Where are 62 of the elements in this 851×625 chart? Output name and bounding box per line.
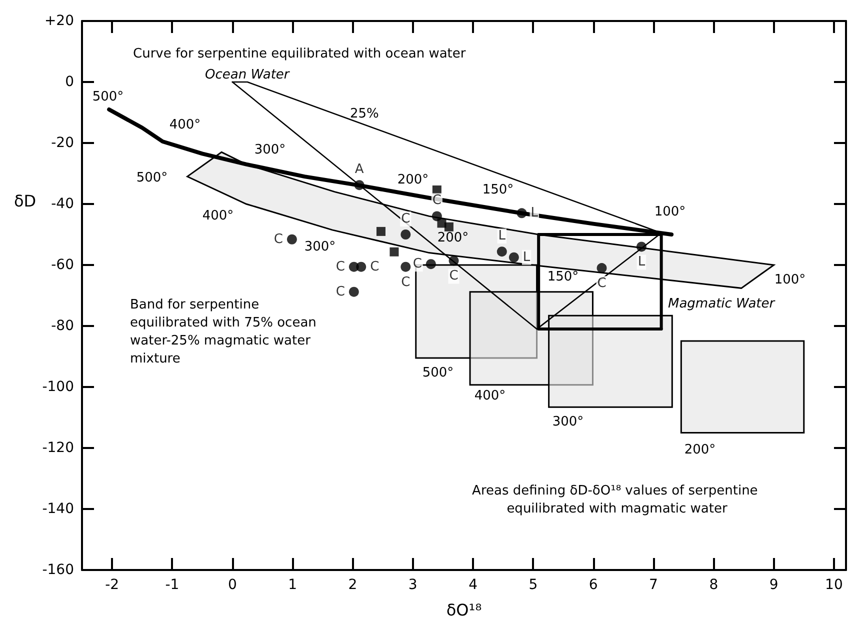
annotation: 200°: [437, 230, 469, 246]
data-label: C: [336, 259, 345, 274]
x-tick-label: 2: [348, 577, 358, 593]
x-tick-label: 10: [825, 577, 843, 593]
data-label: C: [432, 193, 442, 208]
annotation: Band for serpentine equilibrated with 75% ocean water-25% magmatic water mixture: [130, 298, 321, 366]
y-tick-label: 0: [65, 74, 74, 90]
y-tick-label: -120: [42, 440, 74, 456]
annotation: 100°: [774, 272, 806, 288]
y-tick-label: -140: [42, 501, 74, 517]
x-tick-label: 7: [649, 577, 658, 593]
y-tick-label: -60: [51, 257, 74, 273]
annotation: 300°: [254, 142, 286, 158]
y-tick-label: +20: [44, 13, 74, 29]
annotation: Curve for serpentine equilibrated with ocean water: [133, 46, 466, 62]
x-tick-label: 3: [408, 577, 418, 593]
data-label: A: [354, 162, 364, 178]
data-label: C: [597, 276, 606, 292]
data-label: L: [522, 250, 531, 265]
x-tick-label: 6: [588, 577, 598, 593]
data-label: L: [638, 254, 646, 270]
x-tick-label: 0: [228, 577, 237, 593]
y-tick-label: -40: [51, 196, 74, 212]
annotation: Magmatic Water: [668, 296, 776, 312]
data-label: C: [412, 256, 422, 272]
data-label: C: [449, 268, 458, 284]
data-label: L: [498, 228, 506, 244]
annotation: Areas defining δD-δO¹⁸ values of serpentine equilibrated with magmatic water: [472, 484, 762, 516]
x-tick-label: -1: [165, 577, 180, 593]
annotation: 500°: [422, 366, 454, 380]
annotation: 500°: [92, 90, 124, 104]
x-tick-label: 8: [709, 577, 718, 593]
x-tick-label: 5: [528, 577, 538, 593]
annotation: 100°: [654, 204, 686, 220]
x-tick-label: 4: [468, 577, 478, 593]
annotation: 400°: [202, 208, 234, 224]
data-label: C: [401, 274, 410, 290]
x-axis-title: δO¹⁸: [446, 600, 482, 620]
annotation: 200°: [397, 172, 429, 188]
data-label: C: [274, 232, 283, 247]
annotation: 300°: [304, 240, 336, 254]
data-label: C: [370, 259, 380, 274]
x-tick-label: 9: [769, 577, 778, 593]
data-label: C: [336, 284, 345, 300]
x-tick-label: 1: [288, 577, 298, 593]
annotation: Ocean Water: [205, 68, 291, 82]
y-tick-label: -80: [51, 318, 74, 334]
annotation: 150°: [547, 270, 579, 284]
annotation: 500°: [136, 170, 168, 186]
annotation: 300°: [552, 414, 584, 430]
annotation: 400°: [474, 388, 506, 404]
annotation: 200°: [684, 442, 716, 458]
annotation: 25%: [350, 106, 379, 122]
y-tick-label: -20: [51, 135, 74, 151]
data-label: C: [401, 212, 410, 226]
data-label: L: [530, 206, 539, 221]
y-tick-label: -160: [42, 562, 74, 578]
annotation: 400°: [169, 118, 201, 132]
x-tick-label: -2: [105, 577, 120, 593]
y-axis-title: δD: [14, 192, 36, 210]
y-tick-label: -100: [42, 379, 74, 395]
annotation: 150°: [482, 182, 514, 198]
